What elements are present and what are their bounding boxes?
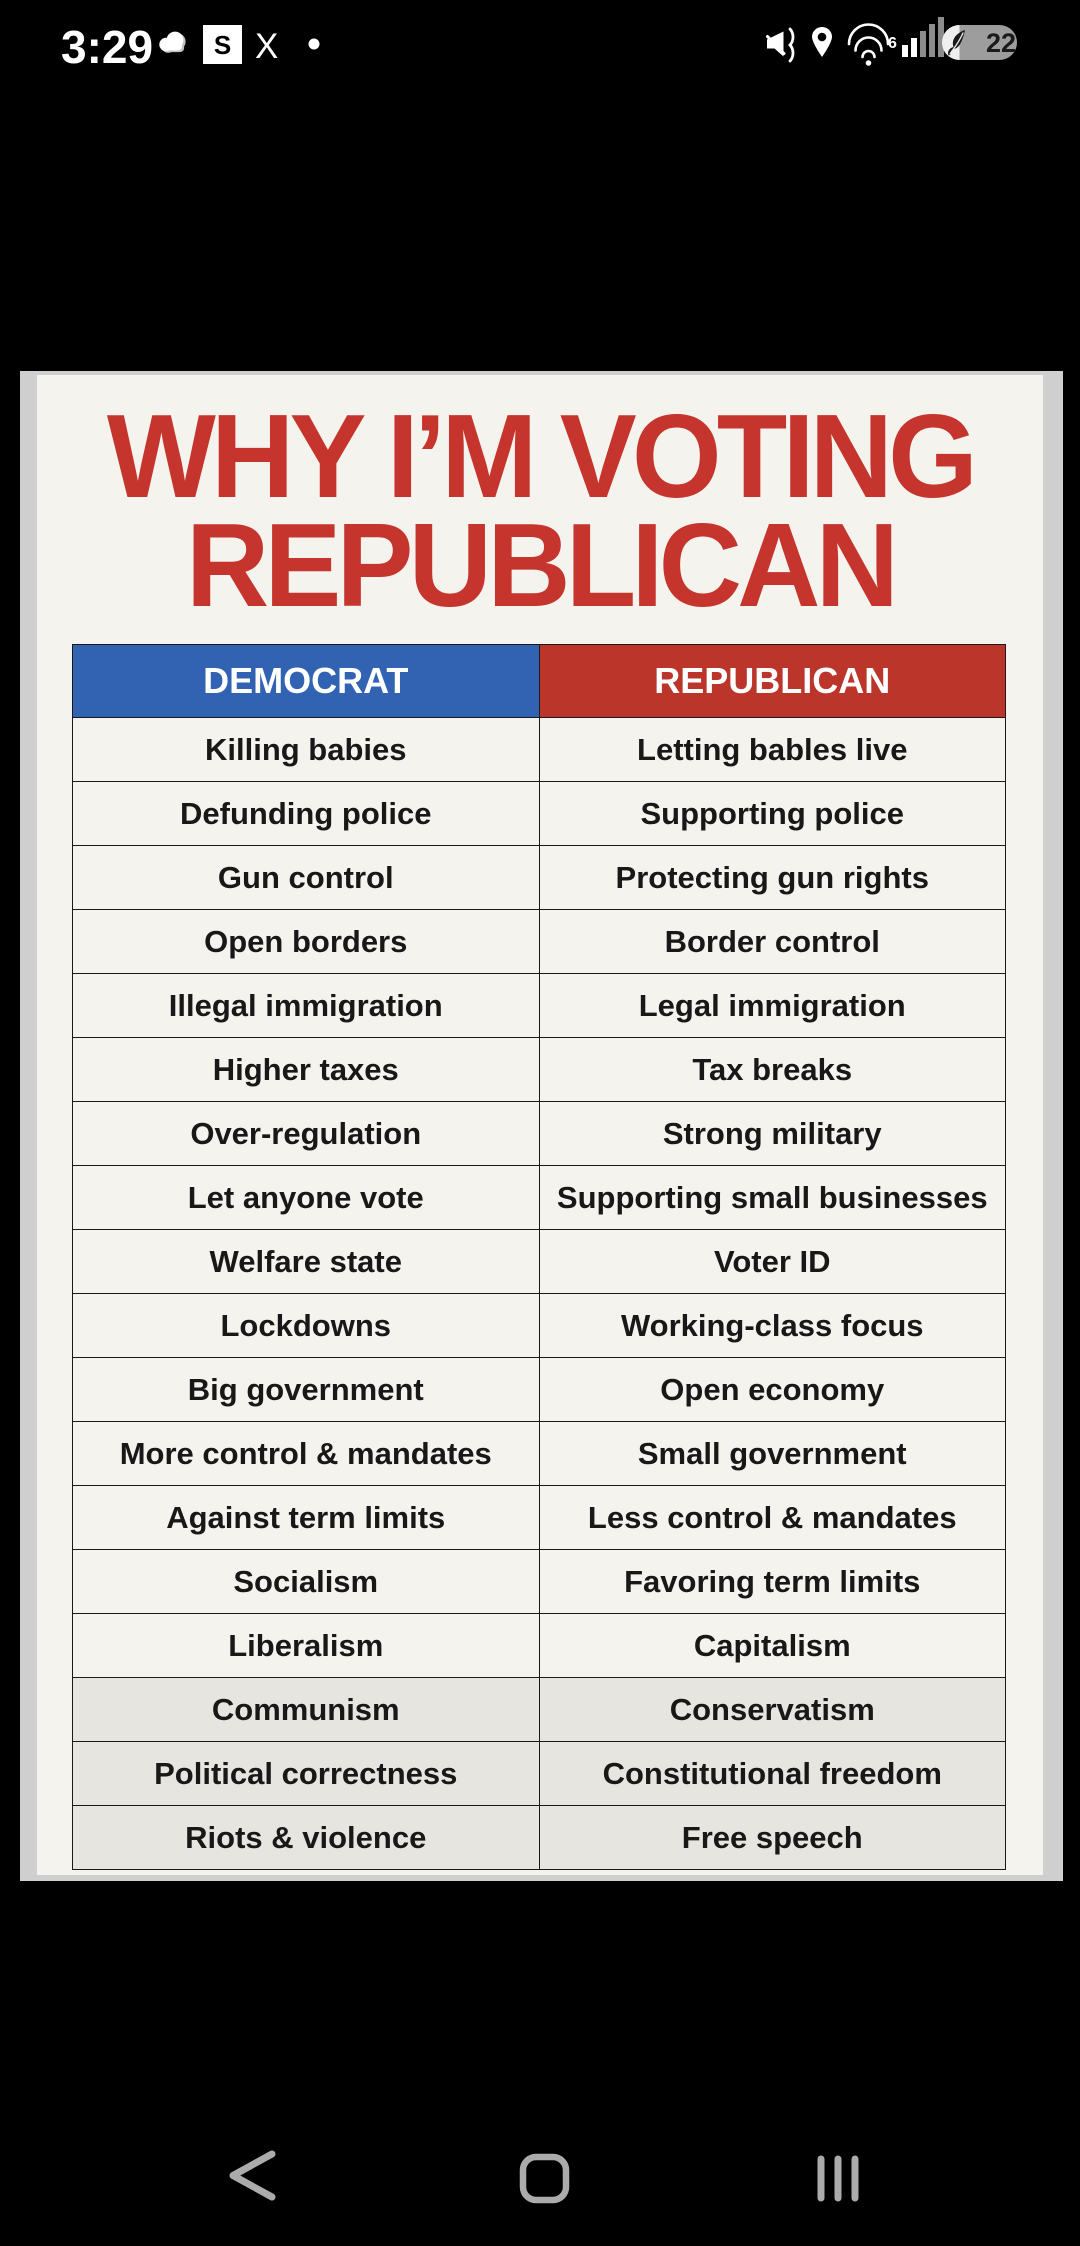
svg-text:S: S [214,30,231,60]
svg-text:X: X [255,27,278,66]
svg-text:22: 22 [986,28,1016,58]
svg-text:6: 6 [888,35,897,52]
